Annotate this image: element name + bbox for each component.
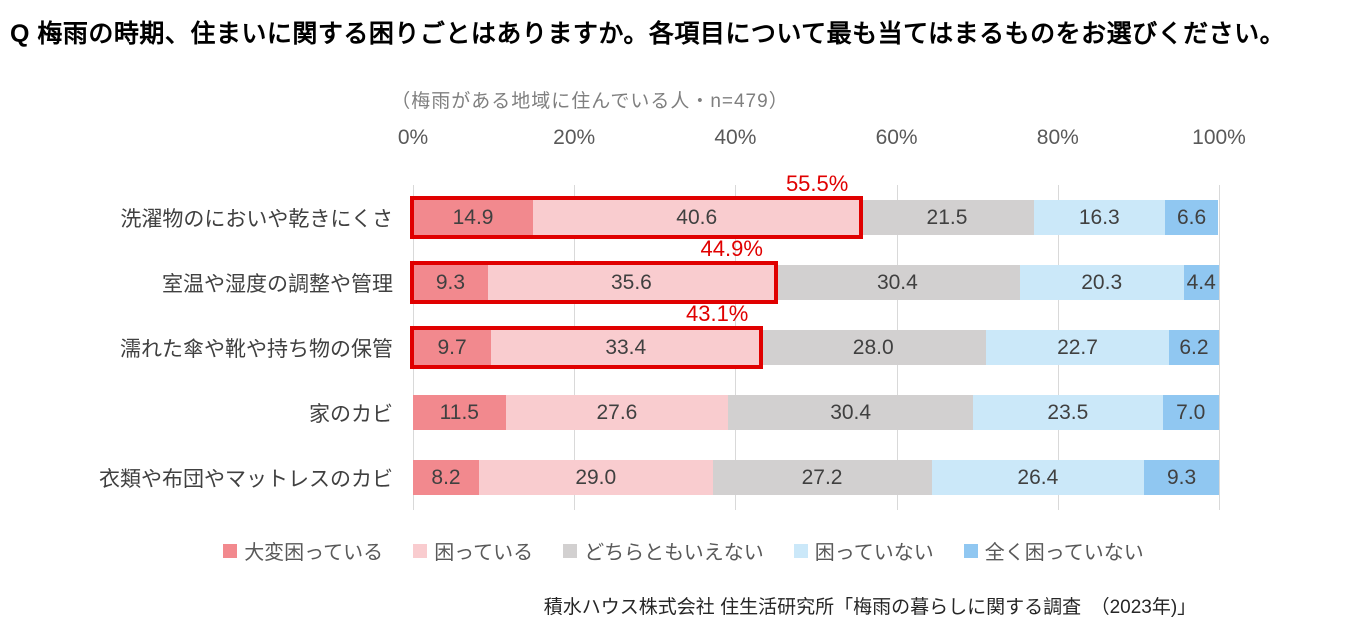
bar-segment: 6.6	[1164, 200, 1219, 235]
plot-area: 14.9 40.6 21.5 16.3 6.6 55.5% 9.3 35.6 30.4 20.3 4…	[410, 171, 1220, 510]
chart-subtitle: （梅雨がある地域に住んでいる人・n=479）	[391, 91, 789, 112]
bar-row: 9.7 33.4 28.0 22.7 6.2 43.1%	[410, 301, 1219, 380]
bar-segment: 11.5	[413, 395, 506, 430]
legend-label: 困っていない	[814, 542, 934, 564]
highlight-value-label: 44.9%	[700, 236, 763, 261]
legend-label: 困っている	[434, 542, 534, 564]
bar-segment-value: 9.3	[1166, 465, 1197, 489]
bar-row: 14.9 40.6 21.5 16.3 6.6 55.5%	[410, 171, 1219, 250]
bar-row: 8.2 29.0 27.2 26.4 9.3	[413, 445, 1219, 510]
bar-segment-value: 4.4	[1186, 270, 1216, 294]
bar-segment: 33.4	[491, 330, 761, 365]
bar-segment: 26.4	[931, 460, 1145, 495]
bar-segment: 4.4	[1183, 265, 1219, 300]
bar-segment: 27.2	[712, 460, 932, 495]
legend-swatch-icon	[963, 543, 978, 558]
bar-segment: 16.3	[1033, 200, 1165, 235]
legend-item: 大変困っている	[223, 536, 383, 565]
legend-item: 困っていない	[793, 536, 934, 565]
bar-segment-value: 23.5	[1047, 400, 1089, 424]
bar-segment-value: 29.0	[575, 465, 617, 489]
category-label: 室温や湿度の調整や管理	[162, 272, 393, 296]
bar-segment-value: 30.4	[876, 270, 918, 294]
x-axis-tick: 100%	[1192, 126, 1246, 149]
bar-segment-value: 9.3	[435, 270, 466, 294]
bar-segment-value: 26.4	[1017, 465, 1059, 489]
bar-segment-value: 40.6	[676, 205, 718, 229]
x-axis-tick: 20%	[553, 126, 596, 149]
bar-segment-value: 9.7	[437, 335, 467, 359]
legend-label: 大変困っている	[244, 542, 384, 564]
bar-segment-value: 14.9	[452, 205, 494, 229]
legend-label: どちらともいえない	[584, 542, 764, 564]
highlight-value-label: 55.5%	[785, 171, 849, 196]
bar-segment-value: 21.5	[926, 205, 968, 229]
gridline	[1219, 185, 1220, 510]
category-label: 濡れた傘や靴や持ち物の保管	[120, 337, 393, 361]
bar-segment-value: 27.6	[596, 400, 638, 424]
bar-segment: 9.7	[413, 330, 492, 365]
bar-segment-value: 6.2	[1179, 335, 1209, 359]
bar-segment-value: 28.0	[852, 335, 894, 359]
legend-swatch-icon	[223, 543, 238, 558]
legend-item: 困っている	[413, 536, 533, 565]
x-axis-tick: 0%	[397, 126, 429, 149]
x-axis-tick: 80%	[1036, 126, 1079, 149]
bar-segment: 8.2	[413, 460, 480, 495]
bar-segment-value: 27.2	[801, 465, 843, 489]
source-credit: 積水ハウス株式会社 住生活研究所「梅雨の暮らしに関する調査 （2023年)」	[543, 597, 1197, 618]
x-axis-tick: 40%	[714, 126, 757, 149]
bar-segment: 21.5	[860, 200, 1034, 235]
bar-segment: 9.3	[413, 265, 488, 300]
bar-segment: 7.0	[1162, 395, 1219, 430]
bar-segment: 40.6	[533, 200, 861, 235]
legend-swatch-icon	[413, 543, 428, 558]
bar-segment-value: 22.7	[1057, 335, 1098, 359]
legend-swatch-icon	[793, 543, 808, 558]
bar-segment: 30.4	[774, 265, 1020, 300]
bar-segment-value: 30.4	[830, 400, 872, 424]
x-axis: 0% 20% 40% 60% 80% 100%	[398, 126, 1246, 152]
stacked-bar: 11.5 27.6 30.4 23.5 7.0	[413, 395, 1219, 430]
bar-segment-value: 6.6	[1176, 205, 1207, 229]
bar-row: 11.5 27.6 30.4 23.5 7.0	[413, 380, 1219, 445]
bar-segment: 30.4	[728, 395, 974, 430]
stacked-bar: 9.7 33.4 28.0 22.7 6.2	[413, 330, 1219, 365]
page-title: Q 梅雨の時期、住まいに関する困りごとはありますか。各項目について最も当てはまる…	[10, 20, 1286, 48]
stacked-bar: 8.2 29.0 27.2 26.4 9.3	[413, 460, 1219, 495]
bar-segment: 22.7	[986, 330, 1169, 365]
bar-segment: 28.0	[760, 330, 987, 365]
bar-segment: 29.0	[479, 460, 713, 495]
bar-segment: 14.9	[413, 200, 534, 235]
bar-segment: 35.6	[487, 265, 775, 300]
category-label: 衣類や布団やマットレスのカビ	[99, 467, 393, 491]
legend-item: 全く困っていない	[963, 536, 1144, 565]
bar-segment-value: 7.0	[1176, 400, 1206, 424]
stacked-bar: 14.9 40.6 21.5 16.3 6.6	[413, 200, 1219, 235]
bar-segment: 9.3	[1144, 460, 1219, 495]
bar-segment-value: 20.3	[1081, 270, 1123, 294]
legend: 大変困っている 困っている どちらともいえない 困っていない 全く困っていない	[0, 536, 1367, 565]
bar-segment: 27.6	[505, 395, 729, 430]
bar-segment-value: 11.5	[439, 400, 479, 424]
highlight-value-label: 43.1%	[685, 301, 749, 326]
stacked-bar: 9.3 35.6 30.4 20.3 4.4	[413, 265, 1219, 300]
bar-segment-value: 8.2	[431, 465, 461, 489]
legend-label: 全く困っていない	[984, 542, 1144, 564]
category-axis: 洗濯物のにおいや乾きにくさ室温や湿度の調整や管理濡れた傘や靴や持ち物の保管家のカ…	[0, 185, 403, 510]
category-label: 洗濯物のにおいや乾きにくさ	[120, 207, 393, 231]
x-axis-tick: 60%	[875, 126, 918, 149]
bar-segment-value: 35.6	[610, 270, 652, 294]
legend-swatch-icon	[563, 543, 578, 558]
bar-segment-value: 33.4	[605, 335, 647, 359]
legend-item: どちらともいえない	[563, 536, 764, 565]
bar-segment-value: 16.3	[1078, 205, 1120, 229]
bar-segment: 20.3	[1019, 265, 1184, 300]
bar-segment: 6.2	[1169, 330, 1219, 365]
bar-segment: 23.5	[973, 395, 1163, 430]
category-label: 家のカビ	[309, 402, 393, 426]
